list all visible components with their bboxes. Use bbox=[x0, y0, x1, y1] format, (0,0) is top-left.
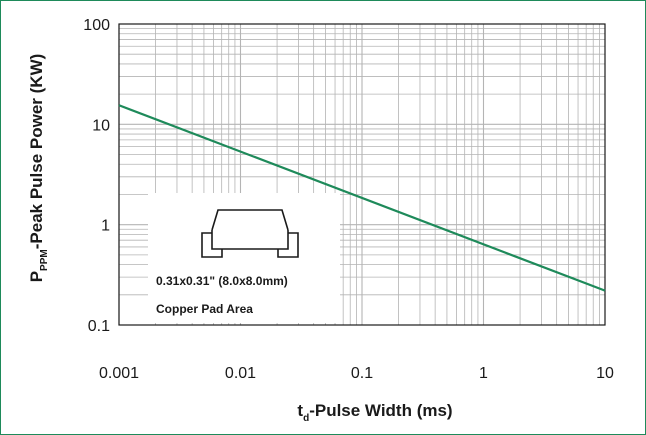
series-line bbox=[118, 104, 606, 292]
x-tick-label: 0.01 bbox=[225, 365, 256, 382]
x-tick-label: 10 bbox=[596, 365, 614, 382]
x-tick-labels: 0.001 0.01 0.1 1 10 bbox=[99, 365, 614, 382]
inset-line-2: Copper Pad Area bbox=[156, 302, 253, 316]
y-axis-label-rest: -Peak Pulse Power (KW) bbox=[27, 54, 46, 250]
plot-area bbox=[118, 23, 606, 326]
x-axis-label-rest: -Pulse Width (ms) bbox=[309, 401, 452, 420]
x-tick-label: 0.1 bbox=[351, 365, 373, 382]
y-tick-label: 100 bbox=[83, 17, 110, 34]
x-axis-label-main: t bbox=[297, 401, 303, 420]
y-axis-label-main: P bbox=[27, 271, 46, 282]
copper-pad-inset: 0.31x0.31" (8.0x8.0mm) Copper Pad Area bbox=[148, 193, 340, 323]
y-axis-label: PPPM-Peak Pulse Power (KW) bbox=[27, 54, 50, 283]
package-outline-icon bbox=[201, 209, 299, 258]
x-tick-label: 1 bbox=[479, 365, 488, 382]
x-axis-label-sub: d bbox=[303, 413, 309, 424]
x-axis-label: td-Pulse Width (ms) bbox=[297, 401, 452, 424]
series-layer bbox=[118, 104, 606, 292]
inset-line-1: 0.31x0.31" (8.0x8.0mm) bbox=[156, 274, 288, 288]
y-tick-label: 1 bbox=[101, 218, 110, 235]
y-axis-label-sub: PPM bbox=[39, 249, 50, 271]
inset-background bbox=[148, 193, 340, 323]
x-tick-label: 0.001 bbox=[99, 365, 139, 382]
y-tick-labels: 100 10 1 0.1 bbox=[83, 17, 110, 335]
y-tick-label: 10 bbox=[92, 117, 110, 134]
y-tick-label: 0.1 bbox=[88, 318, 110, 335]
